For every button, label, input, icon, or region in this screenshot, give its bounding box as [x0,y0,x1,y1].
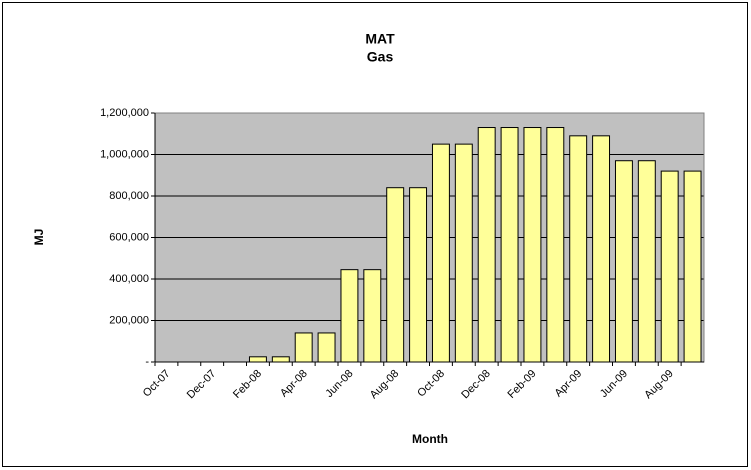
chart-subtitle: Gas [367,49,394,65]
chart-title: MAT [365,31,395,47]
x-axis-title: Month [412,432,448,446]
bar [317,332,336,363]
y-tick-label: - [145,356,149,368]
bar [500,127,519,363]
bar [592,135,611,363]
bar [248,356,267,363]
bar [569,135,588,363]
y-tick-label: 800,000 [109,190,149,202]
bar [363,269,382,363]
bar [431,143,450,363]
y-tick-label: 1,000,000 [100,148,149,160]
bar [340,269,359,363]
bar [271,356,290,363]
bar [546,127,565,363]
y-axis-title: MJ [32,229,46,246]
bar [409,187,428,363]
bar [637,160,656,363]
bar [454,143,473,363]
y-tick-label: 200,000 [109,314,149,326]
bar [683,170,702,363]
bar [660,170,679,363]
bar [294,332,313,363]
bar [614,160,633,363]
bar [477,127,496,363]
bar [523,127,542,363]
bar [386,187,405,363]
y-tick-label: 600,000 [109,231,149,243]
y-tick-label: 400,000 [109,273,149,285]
y-tick-label: 1,200,000 [100,107,149,119]
